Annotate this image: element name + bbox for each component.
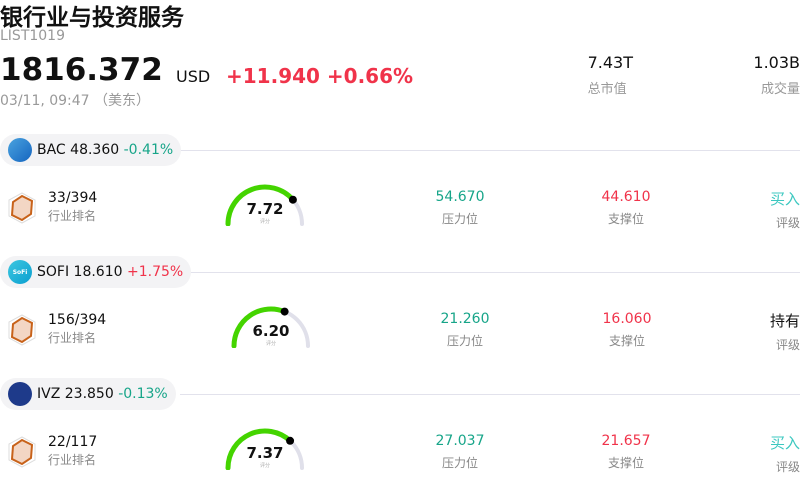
stock-change: -0.13%	[118, 386, 168, 402]
support-level: 16.060 支撑位	[587, 311, 667, 349]
timestamp: 03/11, 09:47 （美东）	[0, 93, 151, 109]
resistance-level: 21.260 压力位	[425, 311, 505, 349]
resistance-level: 54.670 压力位	[420, 189, 500, 227]
industry-rank: 156/394 行业排名	[48, 312, 106, 346]
rank-value: 22/117	[48, 434, 98, 450]
rank-label: 行业排名	[48, 453, 97, 467]
resistance-level: 27.037 压力位	[420, 433, 500, 471]
rating: 买入 评级	[770, 432, 800, 475]
rank-value: 33/394	[48, 190, 98, 206]
score-value: 7.37	[246, 444, 284, 462]
rank-value: 156/394	[48, 312, 107, 328]
score-gauge	[231, 306, 310, 348]
industry-rank: 33/394 行业排名	[48, 190, 97, 224]
rank-label: 行业排名	[48, 331, 97, 345]
support-value: 21.657	[601, 433, 651, 449]
rating: 持有 评级	[770, 310, 800, 353]
stock-chip-ivz[interactable]: IVZ 23.850 -0.13%	[0, 378, 176, 410]
gauge-marker	[280, 307, 289, 316]
support-level: 21.657 支撑位	[586, 433, 666, 471]
rank-label: 行业排名	[48, 209, 97, 223]
score-value: 7.72	[246, 200, 284, 218]
support-label: 支撑位	[608, 334, 645, 348]
change-value: +11.940	[226, 64, 320, 88]
currency: USD	[176, 67, 211, 86]
rating-value: 买入	[769, 190, 800, 208]
price-change: +11.940 +0.66%	[226, 64, 413, 88]
ticker: BAC	[37, 142, 66, 158]
support-value: 44.610	[601, 189, 651, 205]
market-cap: 7.43T 总市值	[588, 53, 633, 97]
resistance-label: 压力位	[446, 334, 483, 348]
resistance-value: 21.260	[440, 311, 490, 327]
list-code: LIST1019	[0, 28, 65, 44]
section-divider	[180, 272, 800, 273]
support-level: 44.610 支撑位	[586, 189, 666, 227]
rating-label: 评级	[775, 216, 800, 230]
rating-label: 评级	[775, 460, 800, 474]
radar-icon	[8, 192, 36, 224]
volume-value: 1.03B	[753, 53, 800, 72]
bank-of-america-logo	[8, 138, 32, 162]
rating-label: 评级	[775, 338, 800, 352]
score-gauge	[225, 184, 304, 226]
invesco-logo	[8, 382, 32, 406]
page-title: 银行业与投资服务	[0, 5, 184, 31]
radar-icon	[8, 436, 36, 468]
gauge-fill	[225, 428, 293, 470]
stock-change: +1.75%	[127, 264, 184, 280]
gauge-fill	[231, 306, 288, 348]
ticker: IVZ	[37, 386, 61, 402]
section-divider	[180, 150, 800, 151]
market-cap-value: 7.43T	[587, 53, 633, 72]
support-label: 支撑位	[607, 212, 644, 226]
score-label: 评分	[259, 219, 270, 225]
industry-rank: 22/117 行业排名	[48, 434, 97, 468]
score-label: 评分	[265, 341, 276, 347]
support-value: 16.060	[602, 311, 652, 327]
score-gauge	[225, 428, 304, 470]
resistance-label: 压力位	[441, 456, 478, 470]
sofi-logo: SoFi	[8, 260, 32, 284]
resistance-value: 27.037	[435, 433, 485, 449]
volume: 1.03B 成交量	[753, 53, 800, 97]
gauge-fill	[225, 184, 296, 226]
index-price: 1816.372	[0, 52, 163, 88]
stock-chip-bac[interactable]: BAC 48.360 -0.41%	[0, 134, 182, 166]
score-label: 评分	[259, 463, 270, 469]
radar-icon	[8, 314, 36, 346]
stock-price: 18.610	[73, 264, 123, 280]
change-percent: +0.66%	[326, 64, 414, 88]
stock-price: 48.360	[70, 142, 120, 158]
volume-label: 成交量	[760, 82, 800, 97]
stock-change: -0.41%	[123, 142, 174, 158]
gauge-marker	[288, 195, 297, 204]
section-divider	[180, 394, 800, 395]
rating: 买入 评级	[770, 188, 800, 231]
gauge-marker	[286, 436, 295, 445]
stock-chip-sofi[interactable]: SoFi SOFI 18.610 +1.75%	[0, 256, 192, 288]
stock-price: 23.850	[64, 386, 114, 402]
resistance-value: 54.670	[435, 189, 485, 205]
rating-value: 持有	[769, 312, 800, 330]
resistance-label: 压力位	[441, 212, 478, 226]
rating-value: 买入	[769, 434, 800, 452]
ticker: SOFI	[37, 264, 70, 280]
support-label: 支撑位	[607, 456, 644, 470]
market-cap-label: 总市值	[587, 82, 627, 97]
score-value: 6.20	[252, 322, 290, 340]
